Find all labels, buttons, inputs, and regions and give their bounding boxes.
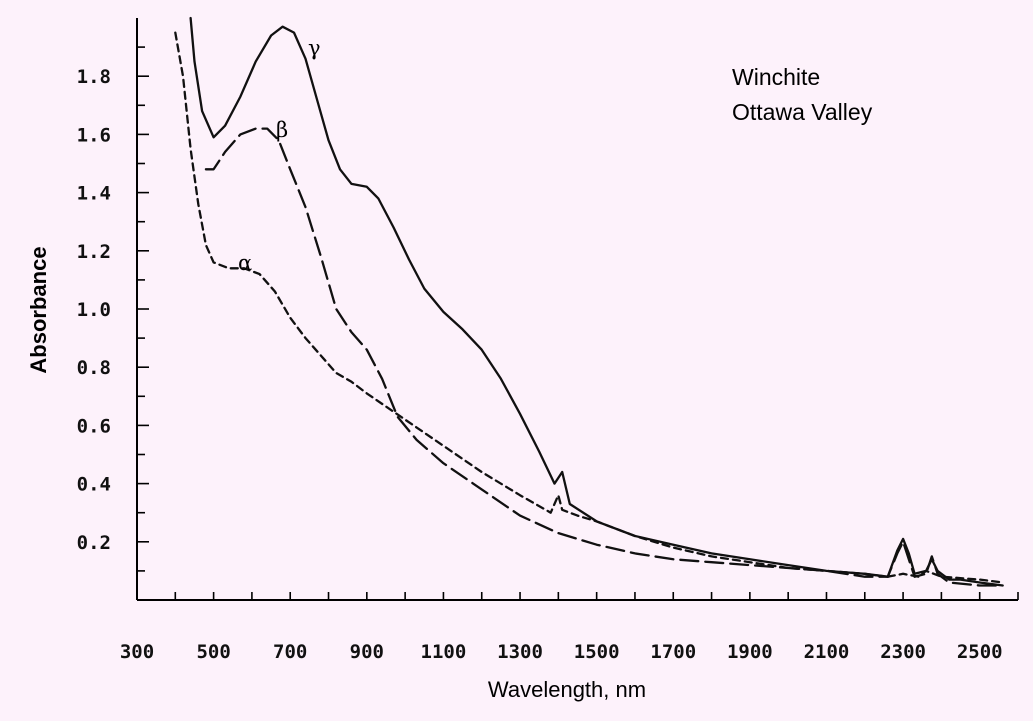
x-tick-label: 1500 [574, 641, 620, 663]
y-tick-label: 1.0 [77, 299, 111, 321]
annotation-line-1: Winchite [732, 64, 820, 90]
x-axis-title: Wavelength, nm [488, 677, 646, 702]
x-tick-label: 2300 [880, 641, 926, 663]
x-tick-label: 500 [196, 641, 230, 663]
x-tick-label: 1300 [497, 641, 543, 663]
annotation-line-2: Ottawa Valley [732, 99, 873, 125]
y-tick-label: 1.8 [77, 66, 111, 88]
series-label-beta: β [276, 118, 288, 142]
x-tick-label: 300 [120, 641, 154, 663]
x-tick-label: 2100 [804, 641, 850, 663]
x-tick-label: 1900 [727, 641, 773, 663]
y-tick-label: 1.2 [77, 241, 111, 263]
y-tick-label: 1.4 [77, 183, 111, 205]
y-tick-label: 0.8 [77, 357, 111, 379]
series-label-alpha: α [238, 251, 252, 275]
x-tick-label: 1700 [650, 641, 696, 663]
y-tick-label: 1.6 [77, 124, 111, 146]
y-axis-title: Absorbance [26, 246, 51, 373]
x-tick-label: 900 [350, 641, 384, 663]
series-label-gamma: γ [308, 36, 321, 60]
plot-frame [136, 18, 1018, 601]
x-tick-label: 2500 [957, 641, 1003, 663]
x-tick-label: 700 [273, 641, 307, 663]
x-tick-label: 1100 [421, 641, 467, 663]
y-tick-label: 0.2 [77, 532, 111, 554]
y-ticks: 0.2 0.4 0.6 0.8 1.0 1.2 1.4 1.6 1.8 [77, 46, 149, 572]
series-line-beta [204, 127, 1004, 587]
y-tick-label: 0.6 [77, 415, 111, 437]
x-ticks: 300 500 700 900 1100 1300 1500 1700 1900 2100 2300… [120, 592, 1019, 663]
series-line-alpha [174, 31, 1004, 584]
series-line-gamma [189, 16, 1004, 587]
series-group [174, 16, 1004, 587]
y-tick-label: 0.4 [77, 474, 111, 496]
